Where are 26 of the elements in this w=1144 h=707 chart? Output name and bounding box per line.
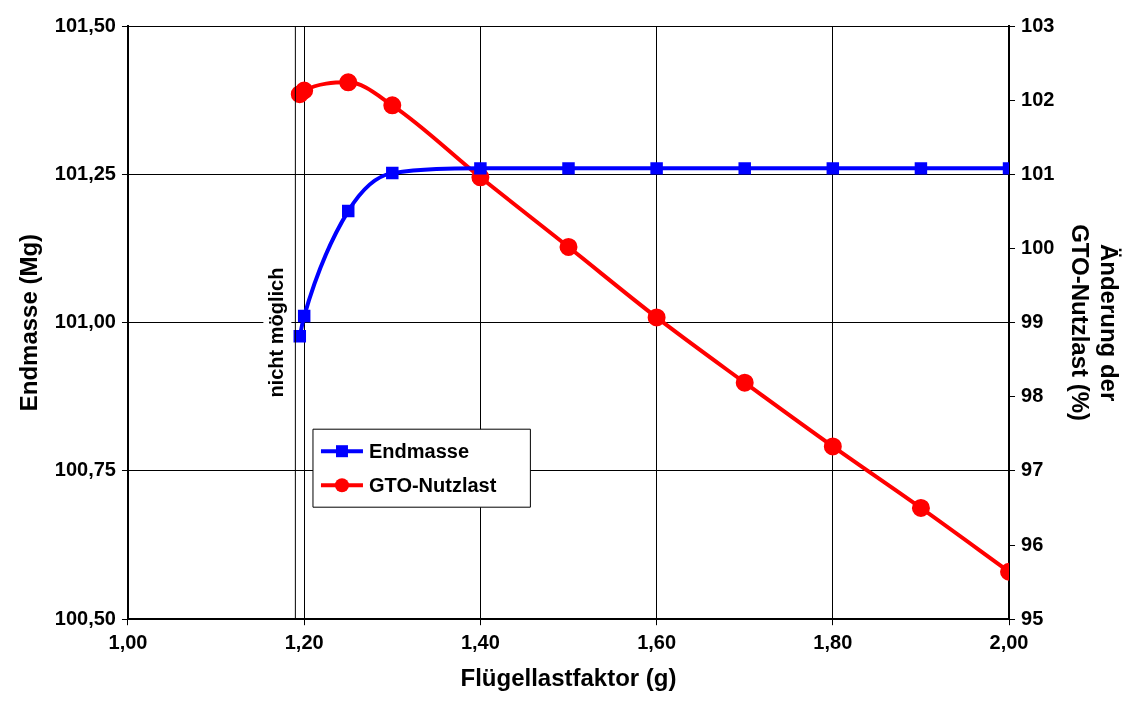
y-tick-label: 100,50 (54, 606, 116, 629)
x-tick-label: 2,00 (989, 630, 1029, 653)
legend-label: GTO-Nutzlast (368, 473, 497, 496)
y2-tick-label: 97 (1021, 458, 1044, 481)
x-tick-label: 1,40 (460, 630, 500, 653)
y2-tick-label: 103 (1021, 13, 1055, 36)
x-tick-label: 1,20 (284, 630, 324, 653)
y2-tick-label: 99 (1021, 310, 1044, 333)
y-tick-label: 101,00 (54, 310, 116, 333)
y2-tick-label: 98 (1021, 384, 1044, 407)
y2-tick-label: 100 (1021, 235, 1055, 258)
x-tick-label: 1,00 (108, 630, 148, 653)
legend-label: Endmasse (368, 439, 470, 462)
ref-line-label: nicht möglich (264, 267, 287, 398)
y-tick-label: 101,25 (54, 161, 116, 184)
y2-tick-label: 101 (1021, 161, 1055, 184)
x-tick-label: 1,60 (637, 630, 677, 653)
y2-tick-label: 95 (1021, 606, 1044, 629)
y-tick-label: 101,50 (54, 13, 116, 36)
y2-axis-title: Änderung der GTO-Nutzlast (%) (1067, 224, 1123, 422)
y2-tick-label: 96 (1021, 532, 1044, 555)
y2-tick-label: 102 (1021, 87, 1055, 110)
x-axis-title: Flügellastfaktor (g) (460, 664, 677, 692)
x-tick-label: 1,80 (813, 630, 853, 653)
y-axis-title: Endmasse (Mg) (15, 233, 43, 412)
y-tick-label: 100,75 (54, 458, 116, 481)
